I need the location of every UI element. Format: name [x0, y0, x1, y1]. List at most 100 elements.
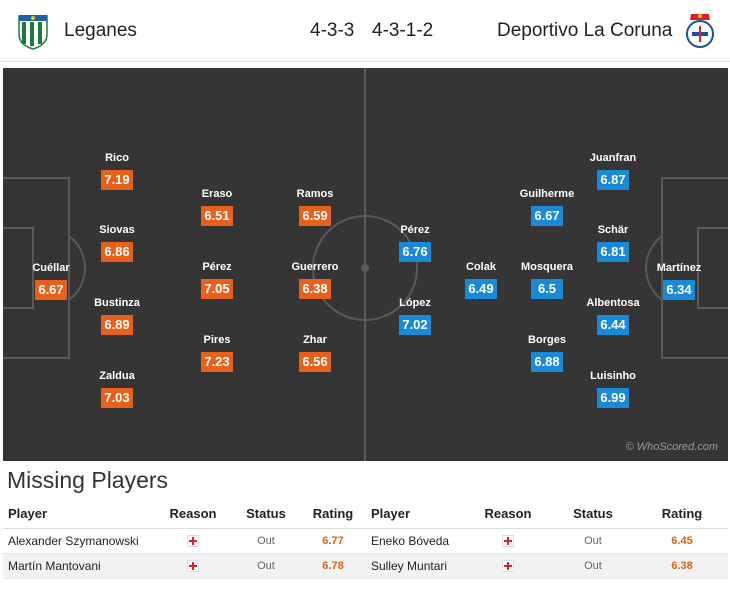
player-rating: 6.67	[35, 280, 67, 300]
player-name: Guerrero	[291, 261, 339, 273]
pitch: Cuéllar 6.67 Rico 7.19 Siovas 6.86 Busti…	[3, 68, 728, 461]
away-player-mosquera[interactable]: Mosquera 6.5	[507, 261, 587, 299]
player-name: Martínez	[656, 262, 702, 274]
player-rating: 6.67	[531, 206, 563, 226]
home-player-siovas[interactable]: Siovas 6.86	[77, 224, 157, 262]
player-rating: 6.56	[299, 352, 331, 372]
missing-status: Out	[233, 528, 299, 554]
missing-status: Out	[233, 553, 299, 579]
player-name: Colak	[466, 261, 496, 273]
missing-rating: 6.45	[636, 528, 728, 554]
missing-players-title: Missing Players	[7, 467, 169, 493]
pitch-markings	[3, 68, 728, 461]
missing-player-name[interactable]: Alexander Szymanowski	[3, 528, 153, 554]
away-player-martinez[interactable]: Martínez 6.34	[639, 262, 719, 300]
away-player-borges[interactable]: Borges 6.88	[507, 334, 587, 372]
player-rating: 6.51	[201, 206, 233, 226]
player-rating: 6.59	[299, 206, 331, 226]
player-rating: 6.87	[597, 170, 629, 190]
table-row: Alexander Szymanowski Out 6.77	[3, 528, 367, 554]
home-player-cuellar[interactable]: Cuéllar 6.67	[11, 262, 91, 300]
home-player-eraso[interactable]: Eraso 6.51	[177, 188, 257, 226]
table-row: Martín Mantovani Out 6.78	[3, 553, 367, 579]
player-name: Pires	[203, 334, 231, 346]
player-name: Bustinza	[94, 297, 140, 309]
col-player: Player	[366, 500, 466, 529]
home-formation: 4-3-3	[310, 20, 355, 41]
away-formation: 4-3-1-2	[372, 20, 434, 41]
player-name: López	[399, 297, 431, 309]
home-player-bustinza[interactable]: Bustinza 6.89	[77, 297, 157, 335]
table-header-row: Player Reason Status Rating	[3, 500, 367, 529]
away-player-juanfran[interactable]: Juanfran 6.87	[573, 152, 653, 190]
missing-status: Out	[550, 553, 636, 579]
player-name: Pérez	[400, 224, 430, 236]
away-player-lopez[interactable]: López 7.02	[375, 297, 455, 335]
whoscored-watermark: © WhoScored.com	[625, 441, 718, 453]
home-player-pires[interactable]: Pires 7.23	[177, 334, 257, 372]
home-player-zhar[interactable]: Zhar 6.56	[275, 334, 355, 372]
player-name: Rico	[105, 152, 129, 164]
missing-player-name[interactable]: Eneko Bóveda	[366, 528, 466, 554]
player-rating: 6.76	[399, 242, 431, 262]
player-rating: 6.5	[531, 279, 563, 299]
injury-icon	[502, 535, 514, 548]
player-rating: 6.34	[663, 280, 695, 300]
away-player-colak[interactable]: Colak 6.49	[441, 261, 521, 299]
player-rating: 6.88	[531, 352, 563, 372]
player-rating: 7.02	[399, 315, 431, 335]
home-missing-table: Player Reason Status Rating Alexander Sz…	[3, 500, 367, 579]
away-player-guilherme[interactable]: Guilherme 6.67	[507, 188, 587, 226]
col-player: Player	[3, 500, 153, 529]
player-name: Juanfran	[589, 152, 637, 164]
player-rating: 6.49	[465, 279, 497, 299]
table-header-row: Player Reason Status Rating	[366, 500, 728, 529]
player-name: Mosquera	[521, 261, 573, 273]
player-name: Luisinho	[590, 370, 636, 382]
home-player-rico[interactable]: Rico 7.19	[77, 152, 157, 190]
player-rating: 7.19	[101, 170, 133, 190]
missing-rating: 6.78	[299, 553, 367, 579]
home-player-perez[interactable]: Pérez 7.05	[177, 261, 257, 299]
player-name: Schär	[597, 224, 629, 236]
player-rating: 6.86	[101, 242, 133, 262]
missing-rating: 6.77	[299, 528, 367, 554]
bottom-strip	[0, 586, 730, 602]
player-name: Siovas	[99, 224, 135, 236]
away-player-albentosa[interactable]: Albentosa 6.44	[573, 297, 653, 335]
player-name: Borges	[528, 334, 566, 346]
leganes-crest-icon	[18, 15, 48, 50]
away-team-name[interactable]: Deportivo La Coruna	[497, 20, 673, 41]
player-name: Albentosa	[586, 297, 640, 309]
player-rating: 6.89	[101, 315, 133, 335]
injury-icon	[187, 560, 199, 573]
away-player-schar[interactable]: Schär 6.81	[573, 224, 653, 262]
player-rating: 7.03	[101, 388, 133, 408]
player-name: Zhar	[303, 334, 327, 346]
col-rating: Rating	[636, 500, 728, 529]
player-name: Ramos	[296, 188, 334, 200]
missing-player-name[interactable]: Martín Mantovani	[3, 553, 153, 579]
injury-icon	[187, 535, 199, 548]
home-player-zaldua[interactable]: Zaldua 7.03	[77, 370, 157, 408]
home-player-guerrero[interactable]: Guerrero 6.38	[275, 261, 355, 299]
player-rating: 7.23	[201, 352, 233, 372]
missing-rating: 6.38	[636, 553, 728, 579]
home-team-name[interactable]: Leganes	[64, 20, 137, 41]
player-name: Pérez	[202, 261, 232, 273]
player-rating: 6.81	[597, 242, 629, 262]
player-rating: 6.99	[597, 388, 629, 408]
home-player-ramos[interactable]: Ramos 6.59	[275, 188, 355, 226]
player-name: Zaldua	[99, 370, 135, 382]
table-row: Sulley Muntari Out 6.38	[366, 553, 728, 579]
col-rating: Rating	[299, 500, 367, 529]
col-status: Status	[550, 500, 636, 529]
player-name: Eraso	[201, 188, 233, 200]
missing-player-name[interactable]: Sulley Muntari	[366, 553, 466, 579]
col-reason: Reason	[153, 500, 233, 529]
col-status: Status	[233, 500, 299, 529]
player-rating: 6.44	[597, 315, 629, 335]
away-player-perez[interactable]: Pérez 6.76	[375, 224, 455, 262]
away-player-luisinho[interactable]: Luisinho 6.99	[573, 370, 653, 408]
injury-icon	[502, 560, 514, 573]
